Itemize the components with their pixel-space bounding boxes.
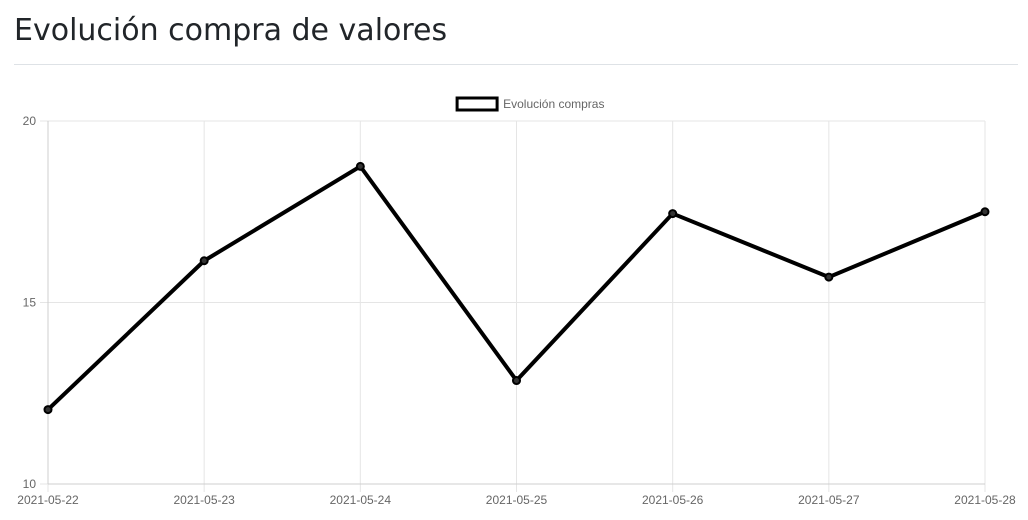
legend-swatch <box>455 96 499 112</box>
x-tick-label: 2021-05-24 <box>330 493 392 507</box>
y-tick-label: 20 <box>23 114 37 128</box>
legend-label[interactable]: Evolución compras <box>503 97 604 111</box>
x-tick-label: 2021-05-28 <box>954 493 1016 507</box>
data-point[interactable] <box>824 272 834 282</box>
series-layer <box>43 161 990 415</box>
data-point[interactable] <box>980 207 990 217</box>
data-point[interactable] <box>668 209 678 219</box>
legend[interactable]: Evolución compras <box>455 96 604 112</box>
title-divider <box>14 64 1018 65</box>
x-tick-label: 2021-05-27 <box>798 493 860 507</box>
grid-lines <box>40 120 986 492</box>
y-tick-label: 10 <box>23 477 37 491</box>
page-title: Evolución compra de valores <box>14 13 448 48</box>
x-tick-label: 2021-05-26 <box>642 493 704 507</box>
x-tick-label: 2021-05-23 <box>173 493 235 507</box>
x-tick-label: 2021-05-25 <box>486 493 548 507</box>
data-point[interactable] <box>43 405 53 415</box>
tick-labels: 2021-05-22 2021-05-23 2021-05-24 2021-05-25… <box>17 114 1016 507</box>
x-tick-label: 2021-05-22 <box>17 493 79 507</box>
data-point[interactable] <box>355 161 365 171</box>
axes <box>47 121 985 485</box>
data-point[interactable] <box>512 376 521 386</box>
data-point[interactable] <box>199 256 209 266</box>
y-tick-label: 15 <box>23 296 37 310</box>
